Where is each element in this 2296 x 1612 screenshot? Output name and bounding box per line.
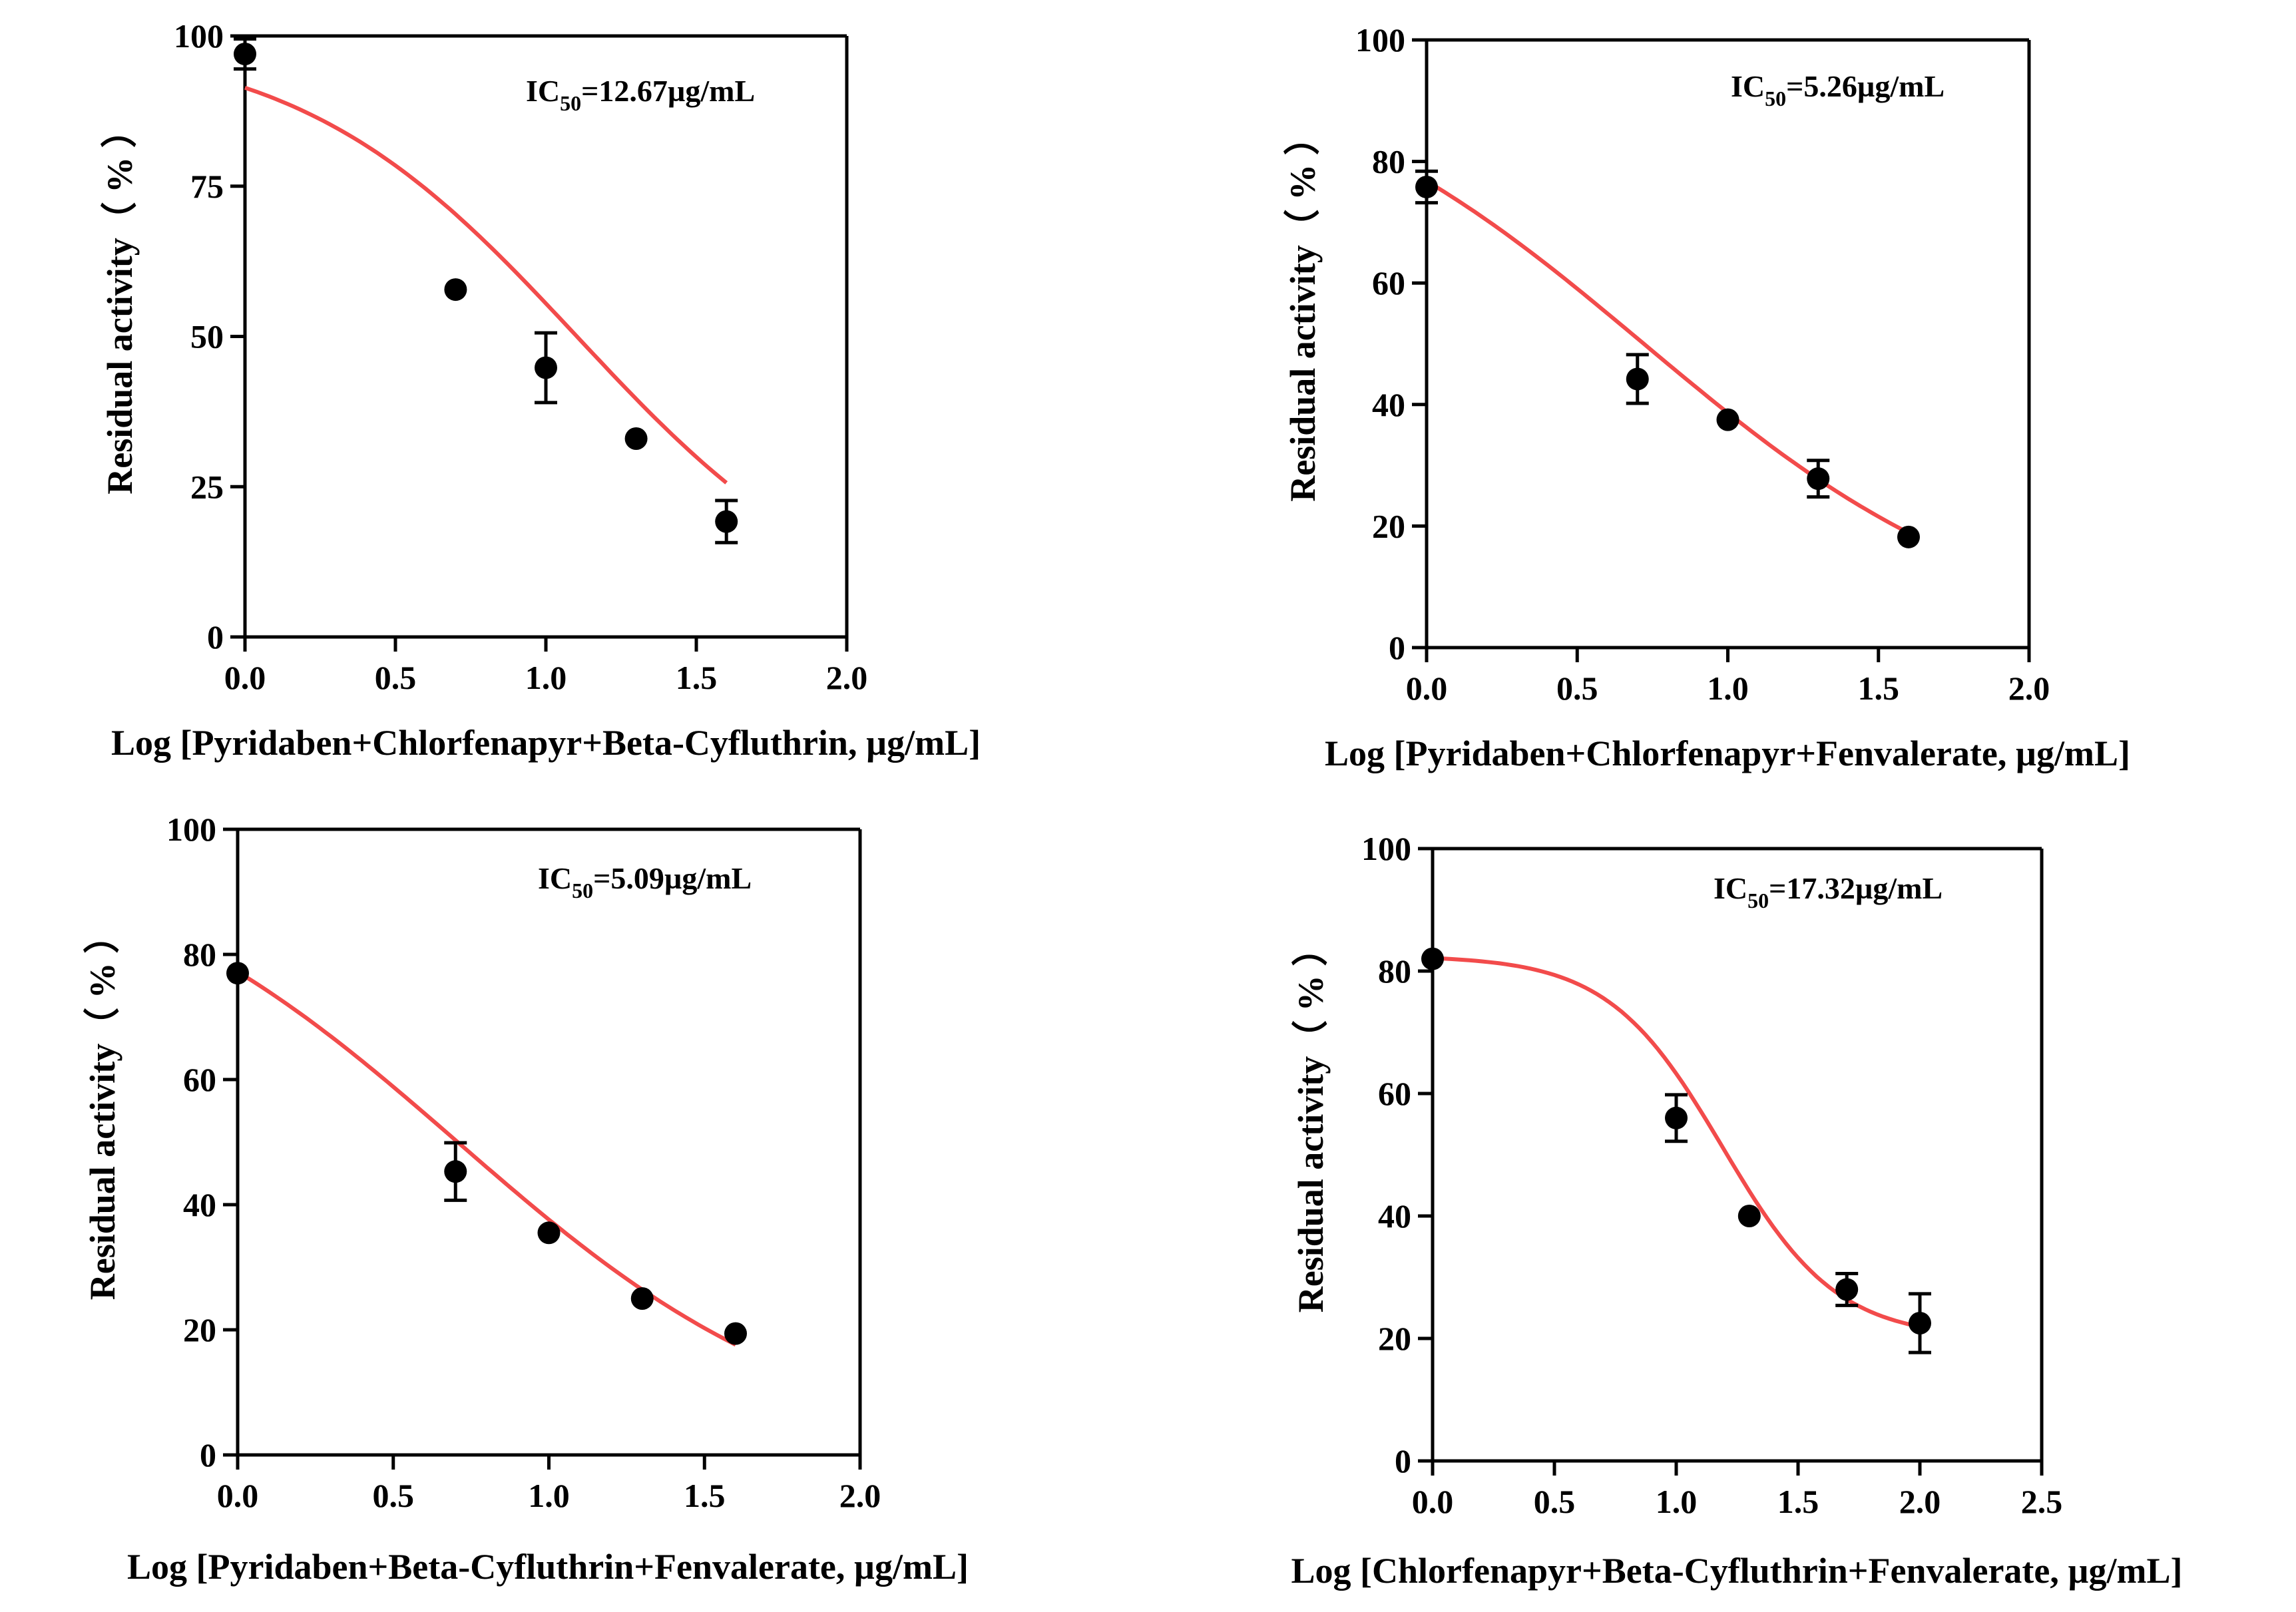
y-tick-label: 20 bbox=[1372, 507, 1405, 544]
data-point bbox=[1835, 1278, 1859, 1301]
y-tick-label: 80 bbox=[1378, 952, 1411, 990]
x-tick-label: 1.0 bbox=[525, 659, 567, 696]
x-tick-label: 0.0 bbox=[224, 659, 266, 696]
ic50-prefix: IC bbox=[1714, 871, 1747, 905]
fit-curve bbox=[244, 85, 728, 485]
ic50-annotation: IC50=17.32µg/mL bbox=[1714, 871, 1943, 912]
y-tick-label: 0 bbox=[207, 618, 224, 656]
ic50-subscript: 50 bbox=[572, 879, 593, 903]
y-tick-label: 0 bbox=[1389, 629, 1405, 666]
data-point bbox=[1909, 1312, 1931, 1334]
data-point bbox=[1737, 1205, 1761, 1227]
data-point bbox=[444, 278, 467, 302]
y-axis-label: Residual activity（ % ） bbox=[100, 112, 140, 495]
panel-d: 0 20 40 60 80 100 0.0 0.5 1.0 1.5 2.0 2.5 Log [Chlor… bbox=[1291, 830, 2182, 1591]
y-tick-label: 80 bbox=[183, 936, 216, 973]
y-tick-label: 100 bbox=[174, 17, 224, 55]
ic50-subscript: 50 bbox=[1765, 87, 1786, 110]
ic50-value: =5.09µg/mL bbox=[593, 861, 752, 895]
x-tick-label: 2.0 bbox=[1899, 1483, 1941, 1520]
x-axis-label: Log [Pyridaben+Beta-Cyfluthrin+Fenvalera… bbox=[127, 1547, 969, 1587]
ic50-subscript: 50 bbox=[560, 91, 581, 115]
y-tick-label: 20 bbox=[1378, 1320, 1411, 1357]
data-point bbox=[1665, 1106, 1688, 1129]
ic50-value: =5.26µg/mL bbox=[1786, 69, 1945, 103]
ic50-annotation: IC50=5.26µg/mL bbox=[1731, 69, 1945, 110]
y-tick-label: 40 bbox=[1372, 386, 1405, 423]
ic50-annotation: IC50=5.09µg/mL bbox=[538, 861, 752, 903]
x-tick-label: 0.0 bbox=[217, 1477, 259, 1514]
x-tick-label: 2.5 bbox=[2021, 1483, 2063, 1520]
y-tick-label: 60 bbox=[1378, 1075, 1411, 1112]
x-tick-label: 0.5 bbox=[373, 1477, 415, 1514]
y-axis-label: Residual activity（ % ） bbox=[83, 918, 122, 1301]
y-tick-label: 25 bbox=[190, 468, 224, 505]
ic50-prefix: IC bbox=[1731, 69, 1765, 103]
panel-c: 0 20 40 60 80 100 0.0 0.5 1.0 1.5 2.0 Log [Pyridabe… bbox=[83, 811, 969, 1587]
x-tick-label: 2.0 bbox=[2008, 670, 2050, 707]
ic50-annotation: IC50=12.67µg/mL bbox=[526, 74, 755, 115]
y-tick-label: 40 bbox=[183, 1186, 216, 1223]
ic50-value: =12.67µg/mL bbox=[581, 74, 755, 108]
y-tick-label: 75 bbox=[190, 168, 224, 205]
y-tick-label: 60 bbox=[183, 1061, 216, 1098]
fit-curve bbox=[236, 970, 737, 1347]
y-axis-label: Residual activity（ % ） bbox=[1283, 119, 1323, 502]
x-tick-label: 2.0 bbox=[839, 1477, 881, 1514]
y-tick-label: 0 bbox=[1395, 1442, 1411, 1480]
ic50-subscript: 50 bbox=[1747, 889, 1769, 912]
ic50-value: =17.32µg/mL bbox=[1769, 871, 1943, 905]
ic50-prefix: IC bbox=[538, 861, 572, 895]
x-axis-label: Log [Pyridaben+Chlorfenapyr+Beta-Cyfluth… bbox=[111, 723, 981, 763]
x-tick-label: 1.0 bbox=[528, 1477, 570, 1514]
data-point bbox=[1716, 408, 1739, 431]
data-point bbox=[234, 43, 256, 66]
x-tick-label: 1.5 bbox=[684, 1477, 726, 1514]
x-tick-label: 1.0 bbox=[1656, 1483, 1698, 1520]
x-tick-label: 1.5 bbox=[676, 659, 718, 696]
y-tick-label: 100 bbox=[1355, 21, 1405, 59]
data-point bbox=[1415, 175, 1438, 198]
x-tick-label: 1.5 bbox=[1777, 1483, 1819, 1520]
data-point bbox=[715, 510, 738, 533]
y-tick-label: 20 bbox=[183, 1311, 216, 1348]
data-point bbox=[535, 356, 557, 379]
y-tick-label: 100 bbox=[1361, 830, 1411, 867]
data-point bbox=[1897, 525, 1920, 548]
x-axis-label: Log [Pyridaben+Chlorfenapyr+Fenvalerate,… bbox=[1325, 733, 2130, 773]
y-tick-label: 60 bbox=[1372, 264, 1405, 302]
x-tick-label: 2.0 bbox=[826, 659, 868, 696]
data-point bbox=[226, 962, 249, 985]
y-axis-label: Residual activity（ % ） bbox=[1291, 930, 1331, 1313]
y-tick-label: 80 bbox=[1372, 143, 1405, 180]
data-point bbox=[1807, 467, 1830, 491]
data-point bbox=[537, 1221, 561, 1245]
data-point bbox=[630, 1287, 654, 1310]
x-tick-label: 0.5 bbox=[375, 659, 417, 696]
x-tick-label: 0.0 bbox=[1412, 1483, 1454, 1520]
y-tick-label: 50 bbox=[190, 318, 224, 355]
x-axis-label: Log [Chlorfenapyr+Beta-Cyfluthrin+Fenval… bbox=[1291, 1551, 2183, 1591]
y-tick-label: 0 bbox=[200, 1436, 216, 1474]
x-tick-label: 0.5 bbox=[1534, 1483, 1576, 1520]
data-point bbox=[1421, 947, 1444, 970]
data-point bbox=[624, 427, 648, 451]
fit-curve bbox=[1425, 179, 1910, 535]
y-tick-label: 40 bbox=[1378, 1197, 1411, 1235]
data-point bbox=[724, 1322, 747, 1345]
ic50-prefix: IC bbox=[526, 74, 560, 108]
x-tick-label: 0.5 bbox=[1556, 670, 1598, 707]
x-tick-label: 1.5 bbox=[1858, 670, 1900, 707]
data-point bbox=[1626, 367, 1649, 391]
x-tick-label: 0.0 bbox=[1406, 670, 1448, 707]
panel-a: 0 25 50 75 100 0.0 0.5 1.0 1.5 2.0 Log [Pyridaben+… bbox=[100, 17, 981, 763]
y-tick-label: 100 bbox=[166, 811, 216, 848]
data-point bbox=[444, 1160, 467, 1183]
x-tick-label: 1.0 bbox=[1707, 670, 1749, 707]
panel-b: 0 20 40 60 80 100 0.0 0.5 1.0 1.5 2.0 Log [Pyridabe… bbox=[1283, 21, 2130, 773]
